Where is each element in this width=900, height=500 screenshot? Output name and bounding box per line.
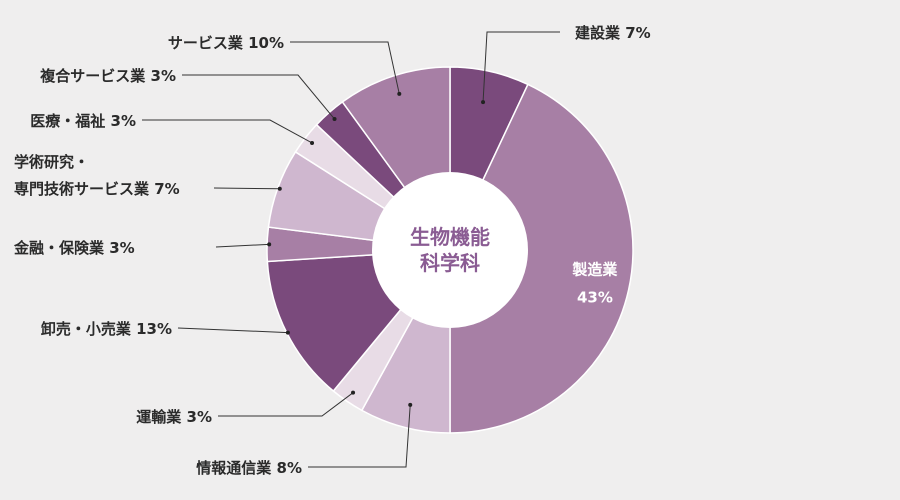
- slice-label-9: サービス業 10%: [168, 34, 284, 52]
- leader-line-4: [177, 327, 288, 334]
- chart-title-line-2: 科学科: [420, 251, 480, 275]
- leader-line-7: [142, 119, 313, 144]
- leader-dot-6: [277, 186, 282, 191]
- leader-line-9: [290, 41, 400, 95]
- leader-line-6: [213, 187, 280, 190]
- slice-label-2: 情報通信業 8%: [196, 459, 302, 477]
- chart-title-line-1: 生物機能: [410, 225, 490, 249]
- slice-label-0: 建設業 7%: [575, 24, 651, 42]
- leader-dot-5: [267, 242, 272, 247]
- leader-dot-0: [481, 100, 486, 105]
- donut-hole: [372, 172, 528, 328]
- slice-value-label-1: 43%: [577, 288, 613, 306]
- leader-dot-4: [285, 330, 290, 335]
- slice-label-7: 医療・福祉 3%: [30, 112, 136, 130]
- leader-line-3: [218, 392, 354, 417]
- leader-line-0: [482, 31, 560, 103]
- leader-line-2: [308, 404, 411, 468]
- slice-label-8: 複合サービス業 3%: [39, 67, 176, 85]
- slice-label-1: 製造業: [571, 260, 618, 278]
- leader-dot-9: [397, 91, 402, 96]
- slice-label-6-line-2: 専門技術サービス業 7%: [14, 180, 180, 198]
- leader-dot-8: [332, 117, 337, 122]
- leader-dot-7: [310, 140, 315, 145]
- slice-1: [449, 83, 634, 434]
- leader-dot-2: [408, 402, 413, 407]
- leader-dot-3: [351, 390, 356, 395]
- leader-line-5: [215, 243, 270, 248]
- slice-label-5: 金融・保険業 3%: [13, 239, 135, 257]
- slice-label-3: 運輸業 3%: [136, 408, 212, 426]
- slice-label-4: 卸売・小売業 13%: [41, 320, 172, 338]
- leader-line-8: [182, 74, 335, 120]
- slice-label-6-line-1: 学術研究・: [14, 153, 89, 171]
